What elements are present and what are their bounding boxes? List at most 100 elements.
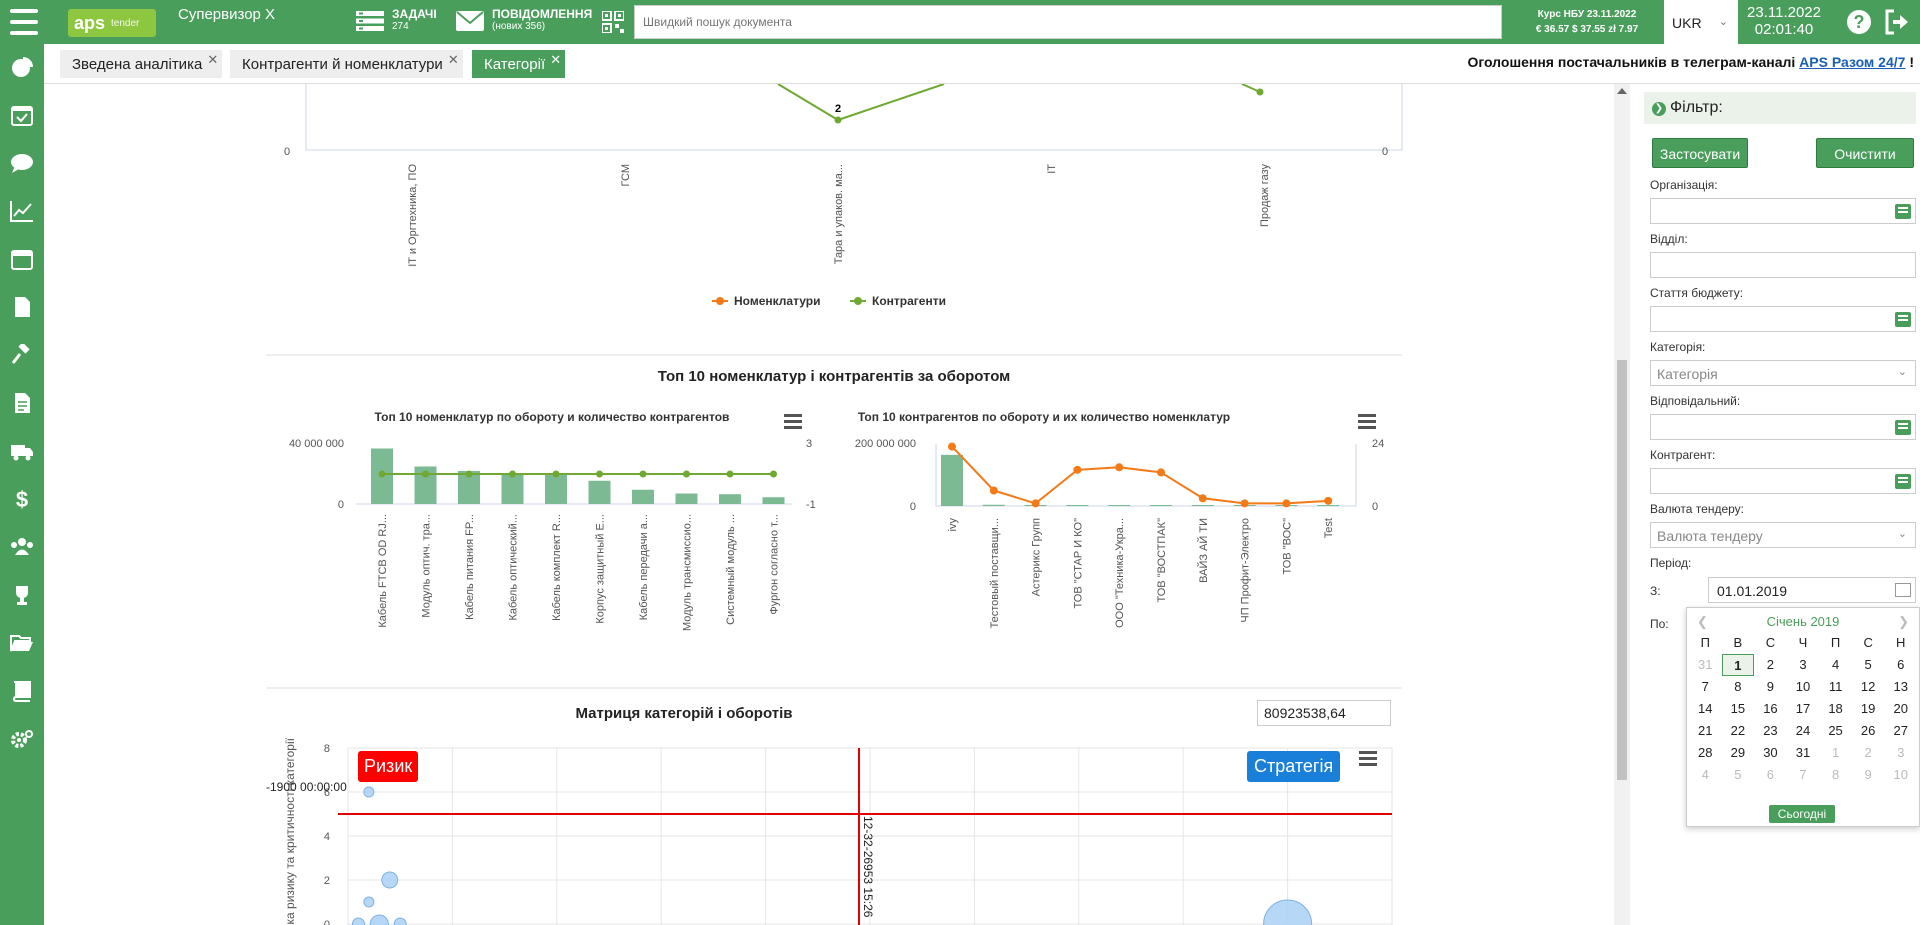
next-month-icon[interactable]: ❯	[1898, 614, 1909, 629]
close-icon[interactable]: ✕	[207, 52, 219, 67]
calendar-day[interactable]: 18	[1828, 701, 1843, 716]
chart2-menu-icon[interactable]	[1358, 414, 1376, 429]
calendar-day[interactable]: 10	[1893, 767, 1908, 782]
from-date-field[interactable]: 01.01.2019	[1708, 577, 1916, 603]
qr-code-icon[interactable]	[602, 11, 624, 33]
gavel-icon[interactable]	[10, 344, 34, 366]
calendar-day[interactable]: 7	[1799, 767, 1807, 782]
legend-counterparties[interactable]: Контрагенти	[872, 294, 946, 308]
calendar-day[interactable]: 30	[1763, 745, 1778, 760]
calendar-day[interactable]: 8	[1734, 679, 1742, 694]
tab-categories[interactable]: Категорії ✕	[472, 50, 566, 78]
scroll-up-icon[interactable]	[1617, 88, 1627, 94]
main-scrollbar[interactable]	[1614, 84, 1630, 925]
calendar-day[interactable]: 7	[1701, 679, 1709, 694]
close-icon[interactable]: ✕	[550, 52, 562, 67]
budget-field[interactable]	[1650, 306, 1916, 332]
messages-button[interactable]: ПОВІДОМЛЕННЯ (нових 356)	[456, 8, 592, 33]
file-text-icon[interactable]	[10, 392, 34, 414]
logo[interactable]: aps tender	[68, 9, 156, 37]
calendar-day[interactable]: 4	[1701, 767, 1709, 782]
document-icon[interactable]	[10, 296, 34, 318]
chart-legend[interactable]: Номенклатури Контрагенти	[712, 294, 946, 308]
folder-open-icon[interactable]	[10, 632, 34, 654]
list-icon[interactable]	[1895, 204, 1911, 219]
calendar-day[interactable]: 6	[1766, 767, 1775, 782]
language-select[interactable]: UKR ⌄	[1664, 0, 1738, 44]
filter-header[interactable]: ❯ Фільтр:	[1644, 92, 1916, 124]
menu-icon[interactable]	[10, 9, 38, 35]
settings-icon[interactable]	[10, 728, 34, 750]
calendar-day[interactable]: 2	[1766, 657, 1775, 672]
responsible-field[interactable]	[1650, 414, 1916, 440]
close-icon[interactable]: ✕	[447, 52, 459, 67]
dollar-icon[interactable]: $	[10, 488, 34, 510]
calendar-day[interactable]: 9	[1864, 767, 1872, 782]
calendar-day[interactable]: 28	[1698, 745, 1713, 760]
search-input[interactable]	[634, 5, 1502, 39]
calendar-day[interactable]: 23	[1763, 723, 1778, 738]
calendar-day[interactable]: 14	[1698, 701, 1713, 716]
list-icon[interactable]	[1895, 312, 1911, 327]
users-icon[interactable]	[10, 536, 34, 558]
list-icon[interactable]	[1895, 474, 1911, 489]
line-chart-icon[interactable]	[10, 200, 34, 222]
tasks-button[interactable]: ЗАДАЧІ 274	[356, 8, 437, 33]
calendar-day[interactable]: 31	[1698, 657, 1713, 672]
calendar-day[interactable]: 4	[1831, 657, 1840, 672]
calendar-icon[interactable]	[10, 248, 34, 270]
calendar-day[interactable]: 19	[1860, 701, 1876, 716]
calendar-day[interactable]: 13	[1893, 679, 1908, 694]
matrix-total-field[interactable]	[1257, 700, 1391, 726]
tab-counterparties[interactable]: Контрагенти й номенклатури ✕	[230, 50, 463, 78]
prev-month-icon[interactable]: ❮	[1697, 614, 1708, 629]
user-name[interactable]: Супервизор X	[178, 6, 276, 23]
calendar-day[interactable]: 11	[1828, 679, 1843, 694]
calendar-day[interactable]: 26	[1860, 723, 1876, 738]
calendar-day[interactable]: 22	[1730, 723, 1746, 738]
calendar-day[interactable]: 3	[1897, 745, 1905, 760]
calendar-day[interactable]: 1	[1721, 654, 1755, 676]
calendar-day[interactable]: 16	[1763, 701, 1778, 716]
tab-summary-analytics[interactable]: Зведена аналітика ✕	[60, 50, 223, 78]
calendar-day[interactable]: 1	[1831, 745, 1840, 760]
trophy-icon[interactable]	[10, 584, 34, 606]
calendar-day[interactable]: 6	[1897, 657, 1905, 672]
calendar-day[interactable]: 5	[1734, 767, 1742, 782]
calendar-day[interactable]: 24	[1795, 723, 1811, 738]
calendar-day[interactable]: 17	[1795, 701, 1811, 716]
calendar-day[interactable]: 27	[1893, 723, 1908, 738]
calendar-day[interactable]: 15	[1730, 701, 1746, 716]
help-icon[interactable]: ?	[1846, 9, 1872, 35]
calendar-day[interactable]: 5	[1864, 657, 1872, 672]
calendar-month[interactable]: Січень 2019	[1766, 614, 1840, 629]
chat-icon[interactable]	[10, 152, 34, 174]
list-icon[interactable]	[1895, 420, 1911, 435]
today-button[interactable]: Сьогодні	[1769, 805, 1835, 823]
truck-icon[interactable]	[10, 440, 34, 462]
calendar-day[interactable]: 29	[1730, 745, 1746, 760]
calendar-icon[interactable]	[1895, 583, 1911, 597]
scroll-thumb[interactable]	[1617, 360, 1627, 780]
logout-icon[interactable]	[1884, 9, 1910, 35]
matrix-menu-icon[interactable]	[1359, 751, 1377, 766]
calendar-day[interactable]: 21	[1698, 723, 1713, 738]
calendar-day[interactable]: 12	[1860, 679, 1876, 694]
org-field[interactable]	[1650, 198, 1916, 224]
chart1-menu-icon[interactable]	[784, 414, 802, 429]
calendar-day[interactable]: 2	[1864, 745, 1872, 760]
book-icon[interactable]	[10, 680, 34, 702]
telegram-link[interactable]: APS Разом 24/7	[1799, 54, 1906, 70]
currency-select[interactable]: Валюта тендеру ⌄	[1650, 522, 1916, 548]
calendar-day[interactable]: 25	[1828, 723, 1843, 738]
pie-chart-icon[interactable]	[10, 56, 34, 78]
calendar-day[interactable]: 9	[1766, 679, 1775, 694]
calendar-day[interactable]: 3	[1799, 657, 1807, 672]
calendar-day[interactable]: 31	[1795, 745, 1811, 760]
calendar-check-icon[interactable]	[10, 104, 34, 126]
calendar-day[interactable]: 10	[1795, 679, 1811, 694]
dept-field[interactable]	[1650, 252, 1916, 278]
clear-button[interactable]: Очистити	[1816, 138, 1914, 168]
apply-button[interactable]: Застосувати	[1652, 138, 1748, 168]
calendar-day[interactable]: 8	[1831, 767, 1840, 782]
